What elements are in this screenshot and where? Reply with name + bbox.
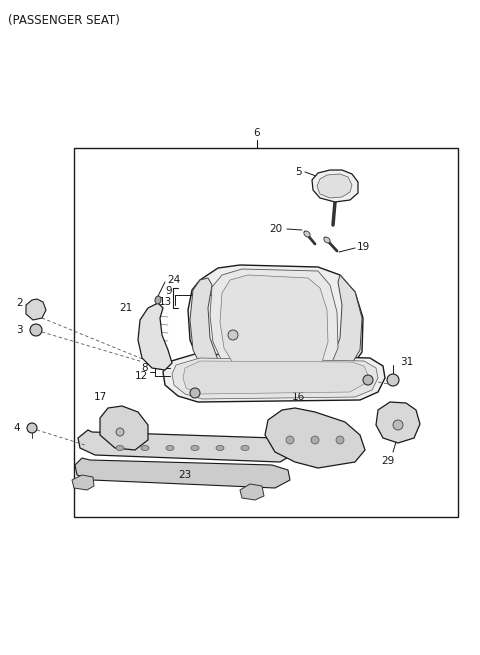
Ellipse shape <box>241 445 249 451</box>
Circle shape <box>387 374 399 386</box>
Polygon shape <box>240 484 264 500</box>
Text: 12: 12 <box>135 371 148 381</box>
Ellipse shape <box>324 237 330 243</box>
Circle shape <box>336 436 344 444</box>
Circle shape <box>27 423 37 433</box>
Text: 24: 24 <box>167 275 180 285</box>
Polygon shape <box>188 265 363 383</box>
Circle shape <box>30 324 42 336</box>
Ellipse shape <box>304 231 310 237</box>
Bar <box>74 148 458 517</box>
Polygon shape <box>376 402 420 443</box>
Polygon shape <box>265 408 365 468</box>
Circle shape <box>311 436 319 444</box>
Text: (PASSENGER SEAT): (PASSENGER SEAT) <box>8 14 120 27</box>
Text: 16: 16 <box>291 392 305 402</box>
Polygon shape <box>78 430 292 462</box>
Text: 17: 17 <box>94 392 107 402</box>
Text: 8: 8 <box>142 363 148 373</box>
Ellipse shape <box>141 445 149 451</box>
Polygon shape <box>317 174 352 198</box>
Text: 29: 29 <box>382 456 395 466</box>
Polygon shape <box>72 475 94 490</box>
Polygon shape <box>312 170 358 202</box>
Ellipse shape <box>191 445 199 451</box>
Polygon shape <box>183 361 368 394</box>
Polygon shape <box>190 278 222 378</box>
Polygon shape <box>220 275 328 373</box>
Polygon shape <box>328 275 362 378</box>
Polygon shape <box>100 406 148 450</box>
Polygon shape <box>26 299 46 320</box>
Text: 9: 9 <box>166 286 172 296</box>
Ellipse shape <box>155 296 161 304</box>
Circle shape <box>190 388 200 398</box>
Circle shape <box>363 375 373 385</box>
Polygon shape <box>172 358 378 399</box>
Text: 21: 21 <box>120 303 133 313</box>
Ellipse shape <box>116 445 124 451</box>
Circle shape <box>393 420 403 430</box>
Text: 4: 4 <box>13 423 20 433</box>
Circle shape <box>116 428 124 436</box>
Text: 19: 19 <box>357 242 370 252</box>
Text: 23: 23 <box>179 470 192 480</box>
Circle shape <box>286 436 294 444</box>
Text: 13: 13 <box>159 297 172 307</box>
Ellipse shape <box>166 445 174 451</box>
Text: 3: 3 <box>16 325 23 335</box>
Polygon shape <box>163 354 385 402</box>
Text: 31: 31 <box>400 357 413 367</box>
Text: 6: 6 <box>254 128 260 138</box>
Ellipse shape <box>216 445 224 451</box>
Text: 5: 5 <box>295 167 302 177</box>
Polygon shape <box>210 269 338 377</box>
Text: 2: 2 <box>16 298 23 308</box>
Circle shape <box>228 330 238 340</box>
Polygon shape <box>138 303 172 370</box>
Polygon shape <box>75 458 290 488</box>
Text: 20: 20 <box>269 224 282 234</box>
